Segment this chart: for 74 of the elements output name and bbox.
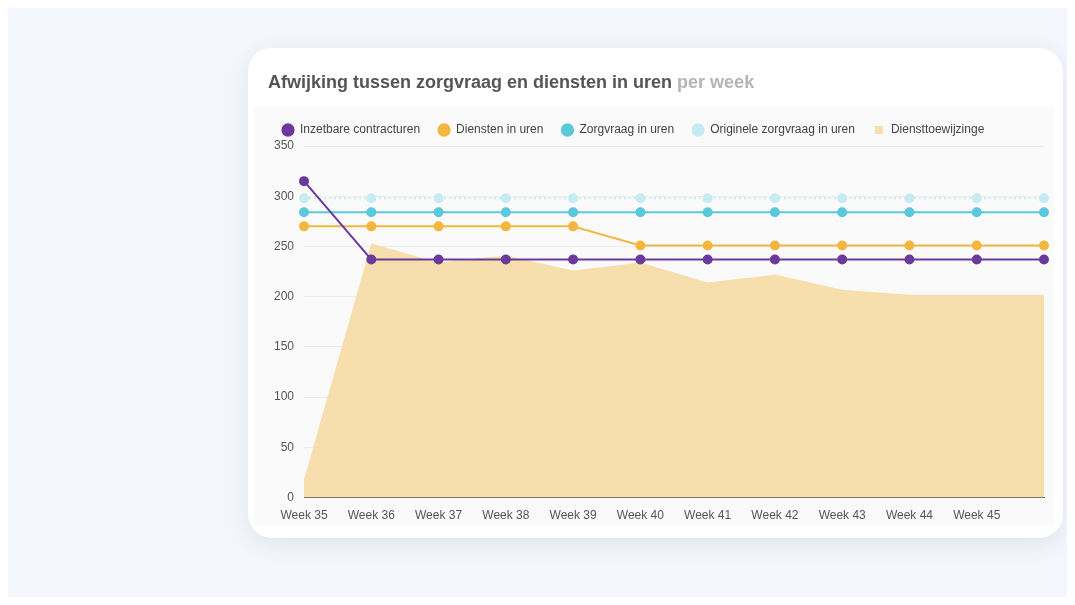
y-tick-label: 350 bbox=[273, 138, 295, 153]
point bbox=[702, 254, 713, 265]
y-tick-label: 200 bbox=[273, 289, 295, 303]
point bbox=[366, 221, 377, 232]
point bbox=[769, 254, 780, 265]
y-tick-label: 150 bbox=[273, 339, 295, 354]
y-tick-label: 50 bbox=[280, 439, 295, 454]
point bbox=[568, 193, 579, 204]
point bbox=[568, 254, 579, 265]
x-tick-label: Week 43 bbox=[818, 508, 867, 523]
point bbox=[366, 193, 377, 204]
point bbox=[769, 240, 780, 251]
point bbox=[500, 193, 511, 204]
point bbox=[702, 193, 713, 204]
x-tick-label: Week 44 bbox=[885, 508, 934, 523]
point bbox=[837, 193, 848, 204]
point bbox=[433, 254, 444, 265]
point bbox=[500, 254, 511, 265]
x-tick-label: Week 40 bbox=[616, 508, 665, 523]
y-tick-label: 300 bbox=[273, 188, 295, 203]
point bbox=[299, 207, 310, 218]
x-tick-label: Week 37 bbox=[414, 508, 463, 523]
x-tick-label: Week 42 bbox=[751, 508, 799, 523]
point bbox=[1039, 193, 1049, 204]
point bbox=[837, 254, 848, 265]
point bbox=[971, 193, 982, 204]
point bbox=[299, 193, 310, 204]
x-tick-label: Week 35 bbox=[280, 508, 328, 523]
point bbox=[702, 207, 713, 218]
x-tick-label: Week 39 bbox=[549, 508, 597, 523]
legend-label: Diensten in uren bbox=[456, 122, 544, 137]
point bbox=[635, 193, 646, 204]
point bbox=[500, 221, 511, 232]
point bbox=[971, 254, 982, 265]
point bbox=[1039, 240, 1049, 251]
point bbox=[433, 221, 444, 232]
point bbox=[568, 207, 579, 218]
chart-title: Afwijking tussen zorgvraag en diensten in uren bbox=[268, 72, 673, 92]
point bbox=[769, 207, 780, 218]
point bbox=[702, 240, 713, 251]
point bbox=[433, 193, 444, 204]
point bbox=[1039, 207, 1049, 218]
point bbox=[366, 254, 377, 265]
legend-label: Inzetbare contracturen bbox=[300, 122, 421, 137]
point bbox=[635, 240, 646, 251]
point bbox=[500, 207, 511, 218]
x-tick-label: Week 38 bbox=[482, 508, 530, 523]
point bbox=[904, 193, 915, 204]
point bbox=[635, 254, 646, 265]
point bbox=[904, 240, 915, 251]
x-tick-label: Week 36 bbox=[347, 508, 396, 523]
legend-label: Zorgvraag in uren bbox=[579, 122, 675, 137]
point bbox=[299, 221, 310, 232]
point bbox=[971, 207, 982, 218]
point bbox=[366, 207, 377, 218]
x-tick-label: Week 41 bbox=[684, 508, 732, 523]
x-tick-label: Week 45 bbox=[953, 508, 1001, 523]
point bbox=[971, 240, 982, 251]
chart-subtitle: per week bbox=[677, 72, 755, 92]
point bbox=[299, 176, 310, 187]
legend-label: Originele zorgvraag in uren bbox=[710, 122, 855, 137]
point bbox=[635, 207, 646, 218]
y-tick-label: 100 bbox=[273, 389, 295, 404]
point bbox=[837, 240, 848, 251]
point bbox=[769, 193, 780, 204]
point bbox=[904, 254, 915, 265]
point bbox=[837, 207, 848, 218]
y-tick-label: 250 bbox=[273, 238, 295, 253]
point bbox=[1039, 254, 1049, 265]
point bbox=[568, 221, 579, 232]
point bbox=[433, 207, 444, 218]
legend-label: Diensttoewijzinge bbox=[890, 122, 985, 137]
y-tick-label: 0 bbox=[287, 489, 295, 504]
point bbox=[904, 207, 915, 218]
